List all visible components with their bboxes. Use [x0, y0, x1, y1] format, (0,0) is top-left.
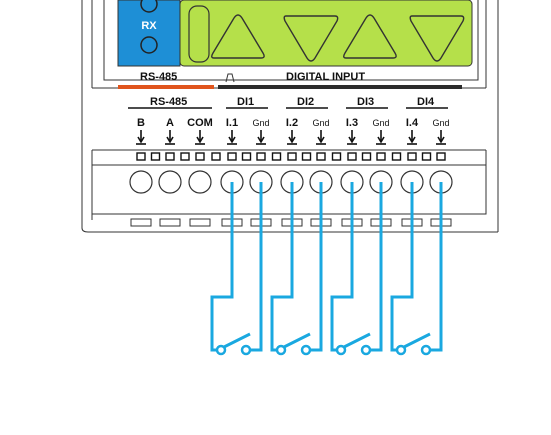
terminal-tab — [407, 152, 417, 161]
rs485-strip-bar — [118, 85, 214, 89]
screw-down-arrow-icon — [316, 130, 326, 145]
screw-down-arrow-icon — [376, 130, 386, 145]
screw-down-arrow-icon — [436, 130, 446, 145]
switch-circuit — [210, 182, 263, 356]
screw-down-arrow-icon — [256, 130, 266, 145]
terminal-tab — [361, 152, 372, 161]
lcd-slot — [188, 5, 210, 63]
terminal-tab — [180, 152, 190, 161]
led-indicator-rx — [140, 36, 158, 54]
screw-down-arrow-icon — [407, 130, 417, 145]
switch-contact — [240, 344, 252, 356]
terminal-tab — [271, 152, 282, 161]
pin-label-gnd1: Gnd — [252, 118, 269, 128]
switch-contact — [420, 344, 432, 356]
lcd-panel — [179, 0, 473, 67]
pin-label-gnd4: Gnd — [432, 118, 449, 128]
switch-contact — [275, 344, 287, 356]
group-title-di2: DI2 — [297, 96, 314, 108]
switch-contact — [300, 344, 312, 356]
strip-digital-input-label: DIGITAL INPUT — [286, 71, 365, 83]
pin-label-a: A — [166, 117, 174, 129]
terminal-tab — [421, 152, 432, 161]
switch-lever — [403, 332, 431, 349]
switch-circuit — [390, 182, 443, 356]
terminal-tab — [150, 152, 161, 161]
strip-divider — [225, 73, 235, 83]
screw-down-arrow-icon — [136, 130, 146, 145]
pin-label-i1: I.1 — [226, 117, 238, 129]
terminal-tab — [227, 152, 237, 161]
digital-strip-bar — [218, 85, 462, 89]
terminal-tab — [331, 152, 342, 161]
switch-contact — [215, 344, 227, 356]
switch-contact — [360, 344, 372, 356]
switch-lever — [223, 332, 251, 349]
screw-down-arrow-icon — [227, 130, 237, 145]
nav-buttons — [211, 14, 465, 62]
bottom-tab — [189, 218, 211, 227]
rx-label: RX — [141, 20, 157, 32]
arrow-left-button[interactable] — [211, 14, 265, 59]
group-title-di4: DI4 — [417, 96, 435, 108]
switch-circuit — [270, 182, 323, 356]
switch-contact — [335, 344, 347, 356]
led-indicator-top — [140, 0, 158, 13]
pin-label-i3: I.3 — [346, 117, 358, 129]
terminal-screw[interactable] — [129, 170, 153, 194]
bottom-tab — [159, 218, 181, 227]
switch-lever — [343, 332, 371, 349]
wiring — [210, 182, 443, 356]
led-panel: RX — [117, 0, 181, 67]
switch-contact — [395, 344, 407, 356]
terminal-tab — [316, 152, 326, 161]
pin-label-com: COM — [187, 117, 213, 129]
screw-arrows — [136, 130, 446, 145]
screw-down-arrow-icon — [347, 130, 357, 145]
screw-down-arrow-icon — [195, 130, 205, 145]
terminal-tab — [195, 152, 205, 161]
terminal-tab — [376, 152, 386, 161]
screw-down-arrow-icon — [165, 130, 175, 145]
arrow-down-button[interactable] — [283, 15, 339, 62]
terminal-screw[interactable] — [158, 170, 182, 194]
group-headers: RS-485 DI1 DI2 DI3 DI4 — [128, 96, 448, 109]
terminal-screw[interactable] — [188, 170, 212, 194]
strip-rs485-label: RS-485 — [140, 71, 177, 83]
group-title-di3: DI3 — [357, 96, 374, 108]
terminal-tab — [211, 152, 221, 161]
terminal-tabs — [136, 152, 446, 161]
terminal-tab — [241, 152, 252, 161]
terminal-tab — [165, 152, 175, 161]
switch-lever — [283, 332, 311, 349]
pin-label-i2: I.2 — [286, 117, 298, 129]
terminal-tab — [436, 152, 446, 161]
terminal-tab — [256, 152, 266, 161]
pin-label-gnd3: Gnd — [372, 118, 389, 128]
pin-label-i4: I.4 — [406, 117, 419, 129]
pin-labels: B A COM I.1 Gnd I.2 Gnd I.3 Gnd I.4 Gnd — [137, 117, 449, 129]
pin-label-gnd2: Gnd — [312, 118, 329, 128]
switch-circuit — [330, 182, 383, 356]
bottom-tab — [130, 218, 152, 227]
screw-down-arrow-icon — [287, 130, 297, 145]
arrow-right-button[interactable] — [409, 15, 465, 62]
terminal-tab — [347, 152, 357, 161]
terminal-tab — [301, 152, 312, 161]
terminal-tab — [391, 152, 402, 161]
terminal-tab — [136, 152, 146, 161]
group-title-rs485: RS-485 — [150, 96, 187, 108]
arrow-up-button[interactable] — [343, 14, 397, 59]
pin-label-b: B — [137, 117, 145, 129]
terminal-tab — [287, 152, 297, 161]
group-title-di1: DI1 — [237, 96, 254, 108]
function-strip: RS-485 DIGITAL INPUT — [118, 71, 462, 89]
